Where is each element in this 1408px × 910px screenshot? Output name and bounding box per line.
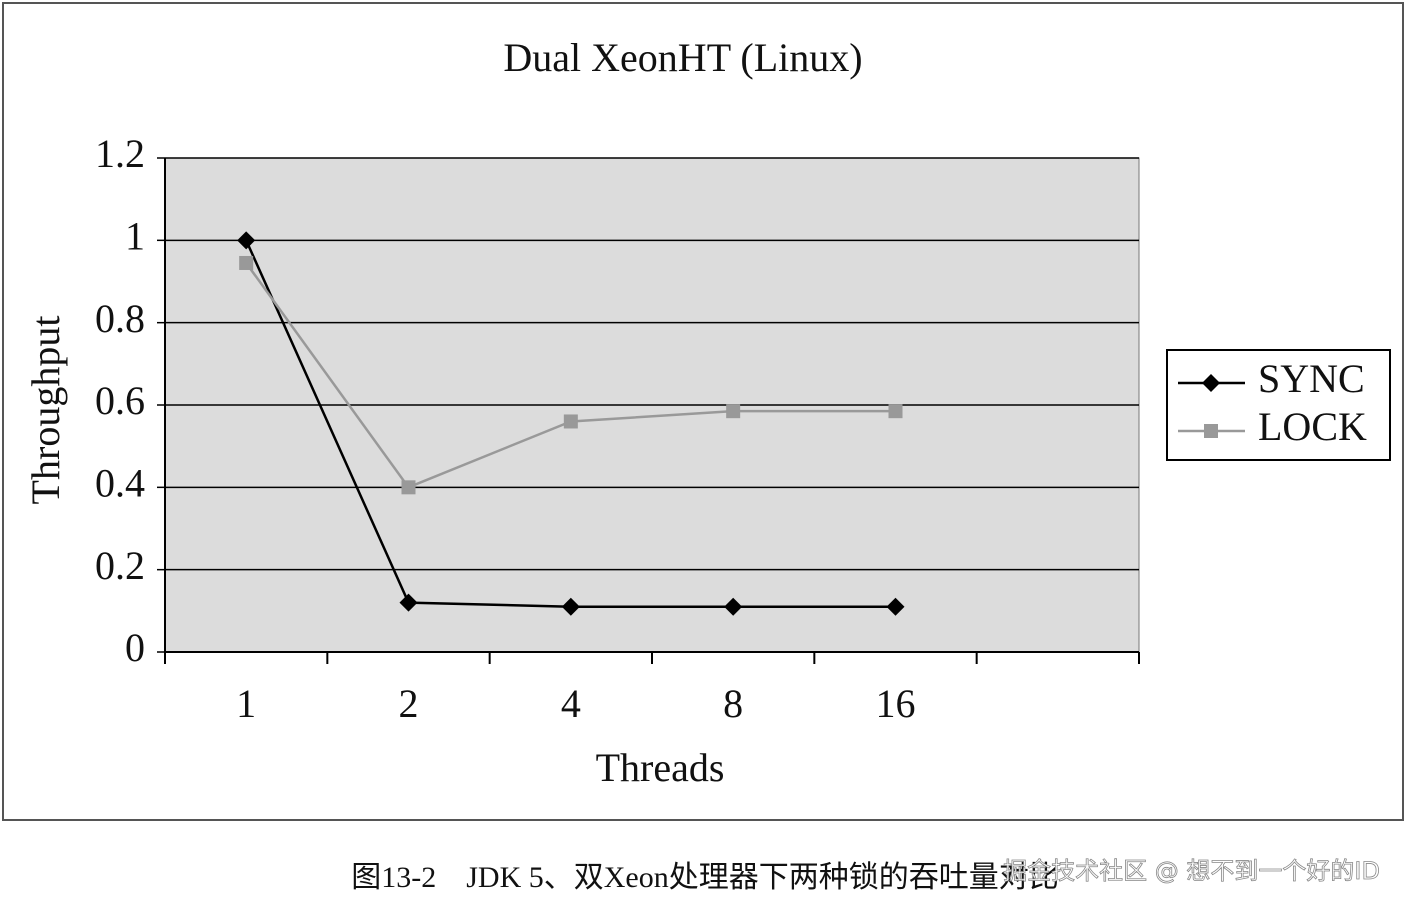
chart-title: Dual XeonHT (Linux): [503, 35, 862, 80]
y-tick-label: 0.2: [95, 543, 145, 588]
point: [888, 404, 903, 419]
y-tick-label: 0.4: [95, 461, 145, 506]
legend-box: [1166, 349, 1391, 461]
x-tick-label: 2: [399, 681, 419, 726]
y-tick-label: 0.6: [95, 378, 145, 423]
legend-label: SYNC: [1258, 356, 1365, 401]
x-tick-label: 16: [876, 681, 916, 726]
y-tick-label: 0: [125, 625, 145, 670]
caption: 图13-2 JDK 5、双Xeon处理器下两种锁的吞吐量对比: [351, 861, 1058, 894]
watermark: 掘金技术社区 @ 想不到一个好的ID: [1003, 857, 1380, 885]
y-tick-label: 1.2: [95, 131, 145, 176]
legend-marker: [1204, 424, 1218, 438]
point: [401, 480, 416, 495]
point: [563, 414, 578, 429]
y-axis-label: Throughput: [23, 316, 68, 505]
legend-label: LOCK: [1258, 404, 1367, 449]
x-axis-label: Threads: [596, 745, 725, 790]
point: [237, 231, 256, 250]
point: [886, 597, 905, 616]
point: [724, 597, 743, 616]
x-tick-label: 4: [561, 681, 581, 726]
point: [561, 597, 580, 616]
y-tick-label: 0.8: [95, 296, 145, 341]
legend-marker: [1202, 374, 1220, 392]
point: [399, 593, 418, 612]
point: [239, 255, 254, 270]
point: [726, 404, 741, 419]
x-tick-label: 8: [723, 681, 743, 726]
x-tick-label: 1: [236, 681, 256, 726]
y-tick-label: 1: [125, 214, 145, 259]
